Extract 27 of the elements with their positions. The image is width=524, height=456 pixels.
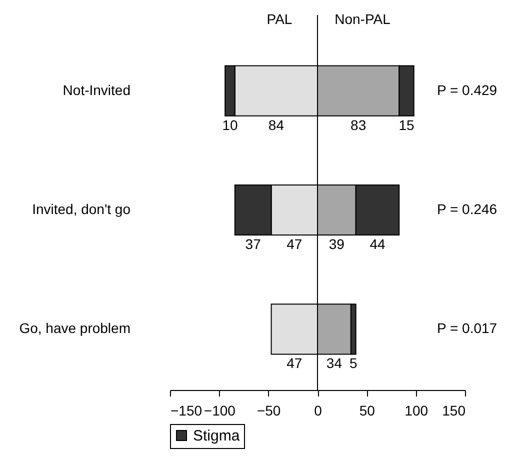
- data-label: 5: [349, 355, 358, 372]
- x-tick-label: 50: [359, 402, 376, 418]
- data-label: 83: [350, 116, 366, 133]
- data-label: 47: [286, 236, 302, 252]
- data-label: 47: [286, 355, 302, 372]
- y-tick-label: Go, have problem: [19, 320, 130, 336]
- x-tick-label: −150: [170, 402, 202, 418]
- x-tick-label: 150: [442, 402, 466, 418]
- data-label: 39: [328, 236, 345, 252]
- data-label: 37: [245, 236, 262, 252]
- y-tick-label: Not-Invited: [62, 82, 130, 98]
- annotation: PAL: [266, 11, 292, 27]
- x-tick-label: 0: [314, 402, 322, 418]
- annotation: P = 0.017: [437, 320, 498, 336]
- x-tick-label: −100: [204, 402, 236, 418]
- y-tick-label: Invited, don't go: [32, 201, 131, 217]
- data-label: 44: [370, 236, 386, 252]
- legend-label: Stigma: [193, 428, 240, 444]
- data-label: 34: [326, 355, 342, 372]
- annotation: P = 0.246: [437, 201, 498, 217]
- data-label: 15: [398, 116, 414, 133]
- x-tick-label: −50: [256, 402, 281, 418]
- data-label: 84: [268, 116, 284, 133]
- x-tick-label: 100: [404, 402, 428, 418]
- data-label: 10: [222, 116, 238, 133]
- annotation: Non-PAL: [334, 11, 391, 27]
- annotation: P = 0.429: [437, 82, 498, 98]
